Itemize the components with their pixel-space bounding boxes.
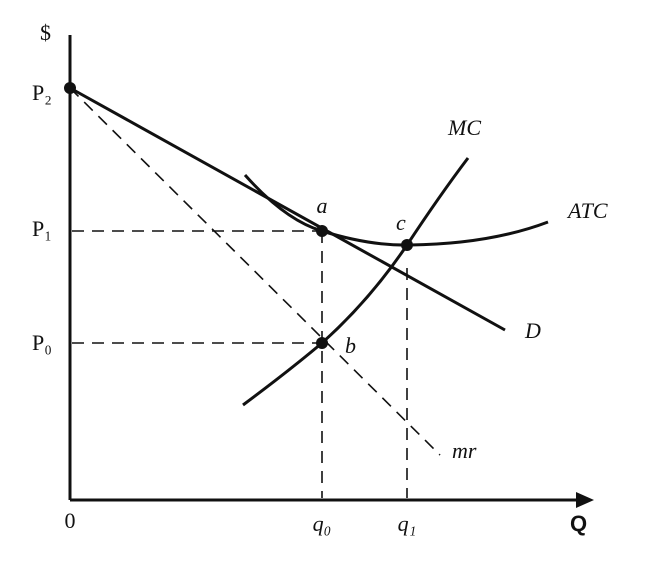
point-b (316, 337, 328, 349)
point-label: b (345, 333, 356, 358)
y-axis-label: $ (40, 20, 51, 45)
price-label: P₂ (32, 80, 52, 105)
x-axis-label: Q (570, 511, 587, 536)
curve-label: D (524, 318, 541, 343)
quantity-label: q₁ (398, 511, 417, 536)
point-p2 (64, 82, 76, 94)
point-label: c (396, 210, 406, 235)
price-label: P₀ (32, 330, 52, 355)
curve-label: ATC (566, 198, 608, 223)
point-a (316, 225, 328, 237)
demand-curve (69, 86, 506, 332)
point-label: a (317, 193, 328, 218)
point-c (401, 239, 413, 251)
price-label: P₁ (32, 216, 52, 241)
origin-label: 0 (65, 508, 76, 533)
quantity-label: q₀ (313, 511, 332, 536)
mr-curve (69, 87, 441, 456)
atc-curve (243, 174, 549, 247)
curve-label: MC (447, 115, 481, 140)
x-axis-arrow (576, 492, 594, 508)
curve-label: mr (452, 438, 477, 463)
mc-curve (242, 157, 470, 407)
